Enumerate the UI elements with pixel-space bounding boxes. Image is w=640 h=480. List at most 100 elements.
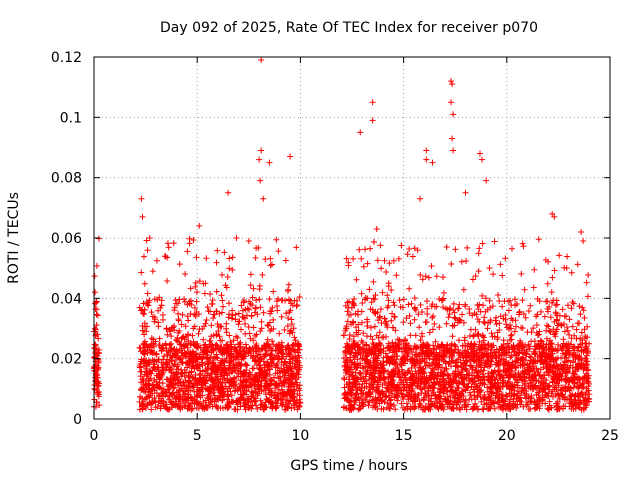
data-point	[191, 351, 198, 358]
data-point	[203, 367, 210, 374]
data-point	[274, 382, 281, 389]
data-point	[292, 353, 299, 360]
data-point	[566, 316, 573, 323]
data-point	[262, 391, 269, 398]
data-point	[202, 404, 209, 411]
data-point	[275, 356, 282, 363]
data-point	[226, 385, 233, 392]
data-point	[253, 402, 260, 409]
data-point	[160, 398, 167, 405]
data-point	[574, 261, 581, 268]
data-point	[189, 374, 196, 381]
data-point	[384, 292, 391, 299]
data-point	[278, 396, 285, 403]
data-point	[213, 403, 220, 410]
data-point	[208, 322, 215, 329]
data-point	[245, 405, 252, 412]
data-point	[229, 312, 236, 319]
data-point	[239, 370, 246, 377]
data-point	[225, 365, 232, 372]
data-point	[180, 352, 187, 359]
data-point	[244, 362, 251, 369]
data-point	[400, 319, 407, 326]
data-point	[228, 315, 235, 322]
data-point	[180, 397, 187, 404]
data-point	[231, 364, 238, 371]
data-point	[178, 373, 185, 380]
data-point	[233, 350, 240, 357]
data-point	[241, 384, 248, 391]
data-point	[208, 398, 215, 405]
data-point	[193, 254, 200, 261]
data-point	[277, 373, 284, 380]
data-point	[166, 349, 173, 356]
data-point	[143, 237, 150, 244]
data-point	[385, 302, 392, 309]
data-point	[157, 304, 164, 311]
data-point	[166, 405, 173, 412]
data-point	[405, 301, 412, 308]
data-point	[170, 377, 177, 384]
data-point	[164, 254, 171, 261]
data-point	[162, 401, 169, 408]
data-point	[511, 328, 518, 335]
data-point	[253, 245, 260, 252]
data-point	[182, 270, 189, 277]
data-point	[223, 325, 230, 332]
data-point	[140, 363, 147, 370]
data-point	[164, 361, 171, 368]
data-point	[294, 390, 301, 397]
data-point	[192, 312, 199, 319]
data-point	[141, 311, 148, 318]
y-tick-label: 0.06	[51, 231, 82, 247]
data-point	[160, 345, 167, 352]
data-point	[207, 390, 214, 397]
data-point	[229, 368, 236, 375]
data-point	[210, 332, 217, 339]
data-point	[91, 345, 98, 352]
data-point	[167, 352, 174, 359]
data-point	[192, 371, 199, 378]
data-point	[295, 374, 302, 381]
data-point	[182, 323, 189, 330]
data-point	[203, 317, 210, 324]
data-point	[226, 379, 233, 386]
data-point	[518, 324, 525, 331]
data-point	[446, 306, 453, 313]
data-point	[359, 300, 366, 307]
data-point	[526, 345, 533, 352]
data-point	[238, 356, 245, 363]
data-point	[211, 380, 218, 387]
data-point	[257, 358, 264, 365]
data-point	[455, 346, 462, 353]
data-point	[385, 280, 392, 287]
data-point	[204, 304, 211, 311]
data-point	[235, 321, 242, 328]
data-point	[264, 336, 271, 343]
data-point	[270, 288, 277, 295]
data-point	[248, 381, 255, 388]
data-point	[359, 319, 366, 326]
data-point	[217, 394, 224, 401]
data-point	[158, 371, 165, 378]
data-point	[178, 359, 185, 366]
data-point	[173, 300, 180, 307]
data-point	[219, 297, 226, 304]
data-point	[460, 319, 467, 326]
data-point	[200, 336, 207, 343]
data-point	[286, 351, 293, 358]
data-point	[153, 350, 160, 357]
data-point	[250, 390, 257, 397]
data-point	[256, 282, 263, 289]
data-point	[263, 404, 270, 411]
data-point	[213, 288, 220, 295]
data-points-layer	[91, 57, 593, 413]
data-point	[261, 374, 268, 381]
data-point	[143, 328, 150, 335]
data-point	[288, 405, 295, 412]
data-point	[392, 406, 399, 413]
data-point	[183, 397, 190, 404]
data-point	[153, 372, 160, 379]
data-point	[490, 271, 497, 278]
